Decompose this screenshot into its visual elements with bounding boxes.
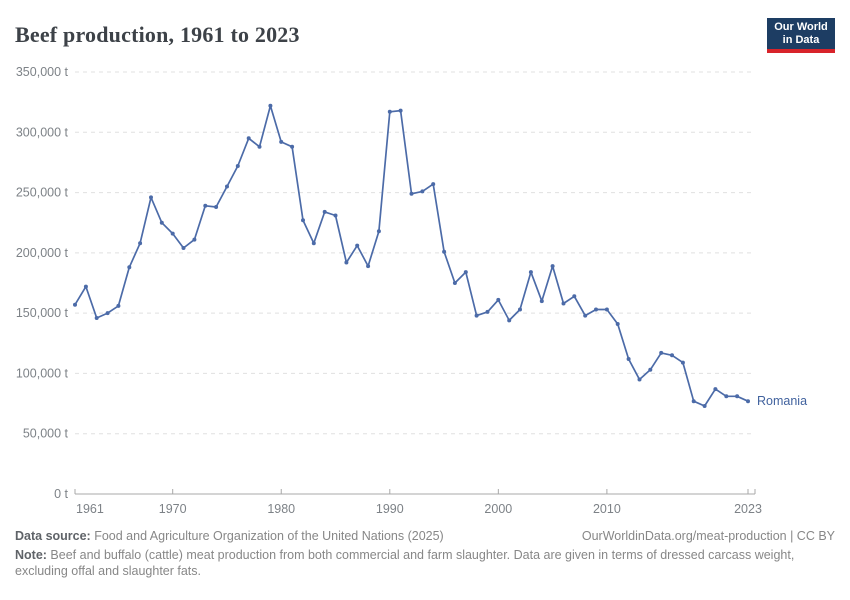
x-axis-tick-label: 1970 — [159, 502, 187, 516]
data-point[interactable] — [648, 367, 653, 372]
data-source-label: Data source: — [15, 529, 91, 543]
data-point[interactable] — [550, 264, 555, 269]
data-point[interactable] — [138, 241, 143, 246]
chart-footer: Data source: Food and Agriculture Organi… — [15, 528, 835, 579]
data-point[interactable] — [376, 229, 381, 234]
series-line[interactable] — [74, 104, 749, 407]
data-point[interactable] — [311, 241, 316, 246]
y-axis-tick-label: 300,000 t — [16, 125, 69, 139]
data-point[interactable] — [496, 297, 501, 302]
data-point[interactable] — [344, 260, 349, 265]
chart-note: Note: Beef and buffalo (cattle) meat pro… — [15, 547, 827, 579]
data-point[interactable] — [235, 164, 240, 168]
y-axis-tick-label: 0 t — [54, 487, 68, 501]
data-point[interactable] — [463, 270, 468, 275]
data-point[interactable] — [691, 399, 696, 404]
x-axis-tick-label: 2000 — [484, 502, 512, 516]
x-axis-tick-label: 2023 — [734, 502, 762, 516]
data-point[interactable] — [257, 144, 262, 149]
data-point[interactable] — [246, 136, 251, 141]
data-point[interactable] — [572, 294, 577, 299]
data-point[interactable] — [322, 209, 327, 214]
y-axis-tick-label: 50,000 t — [23, 427, 69, 441]
data-point[interactable] — [485, 309, 490, 314]
data-point[interactable] — [442, 249, 447, 254]
y-axis-tick-label: 250,000 t — [16, 186, 69, 200]
data-point[interactable] — [637, 377, 642, 382]
data-point[interactable] — [268, 103, 273, 108]
data-point[interactable] — [518, 307, 522, 312]
y-axis-tick-label: 100,000 t — [16, 366, 69, 380]
data-point[interactable] — [105, 311, 110, 316]
data-point[interactable] — [398, 108, 403, 113]
data-point[interactable] — [735, 394, 740, 399]
data-point[interactable] — [116, 303, 121, 308]
data-point[interactable] — [680, 360, 685, 365]
owid-logo-line2: in Data — [782, 34, 820, 46]
data-point[interactable] — [474, 313, 479, 318]
data-point[interactable] — [507, 318, 512, 323]
data-point[interactable] — [561, 301, 566, 306]
data-point[interactable] — [583, 313, 588, 318]
data-point[interactable] — [431, 182, 436, 187]
data-point[interactable] — [214, 205, 219, 209]
data-point[interactable] — [355, 243, 360, 248]
data-point[interactable] — [83, 284, 88, 289]
data-point[interactable] — [170, 231, 175, 236]
note-label: Note: — [15, 548, 47, 562]
data-source: Data source: Food and Agriculture Organi… — [15, 528, 444, 544]
data-point[interactable] — [192, 237, 197, 242]
chart-header: Beef production, 1961 to 2023 Our World … — [15, 18, 835, 53]
owid-logo[interactable]: Our World in Data — [767, 18, 835, 53]
data-source-text: Food and Agriculture Organization of the… — [90, 529, 444, 543]
x-axis-tick-label: 2010 — [593, 502, 621, 516]
data-point[interactable] — [626, 357, 631, 361]
data-point[interactable] — [420, 189, 425, 194]
data-point[interactable] — [670, 353, 674, 358]
data-point[interactable] — [713, 387, 718, 392]
entity-label[interactable]: Romania — [757, 394, 807, 408]
x-axis-tick-label: 1990 — [376, 502, 404, 516]
x-axis-tick-label: 1980 — [267, 502, 295, 516]
chart-title: Beef production, 1961 to 2023 — [15, 22, 300, 47]
data-point[interactable] — [539, 299, 544, 304]
data-point[interactable] — [387, 109, 392, 114]
data-point[interactable] — [594, 307, 598, 312]
data-point[interactable] — [702, 404, 707, 408]
data-point[interactable] — [746, 399, 750, 404]
data-point[interactable] — [301, 218, 305, 223]
data-point[interactable] — [409, 191, 414, 196]
data-point[interactable] — [225, 184, 229, 189]
data-point[interactable] — [724, 394, 729, 399]
data-point[interactable] — [203, 203, 208, 208]
data-point[interactable] — [290, 144, 295, 149]
x-axis-tick-label: 1961 — [76, 502, 104, 516]
y-axis-tick-label: 350,000 t — [16, 65, 69, 79]
data-point[interactable] — [127, 265, 132, 270]
data-point[interactable] — [149, 195, 153, 200]
data-point[interactable] — [94, 316, 99, 320]
data-point[interactable] — [181, 246, 186, 250]
data-point[interactable] — [333, 213, 338, 218]
data-point[interactable] — [159, 220, 164, 225]
data-point[interactable] — [604, 307, 609, 312]
note-text: Beef and buffalo (cattle) meat productio… — [15, 548, 795, 578]
data-point[interactable] — [659, 350, 664, 355]
owid-logo-line1: Our World — [774, 21, 828, 33]
y-axis-tick-label: 200,000 t — [16, 246, 69, 260]
data-point[interactable] — [279, 139, 284, 144]
y-axis-tick-label: 150,000 t — [16, 306, 69, 320]
data-point[interactable] — [528, 270, 533, 275]
data-point[interactable] — [366, 264, 371, 269]
owid-article-link[interactable]: OurWorldinData.org/meat-production | CC … — [581, 529, 835, 543]
data-point[interactable] — [615, 322, 620, 326]
data-point[interactable] — [452, 281, 457, 285]
data-point[interactable] — [73, 302, 77, 307]
